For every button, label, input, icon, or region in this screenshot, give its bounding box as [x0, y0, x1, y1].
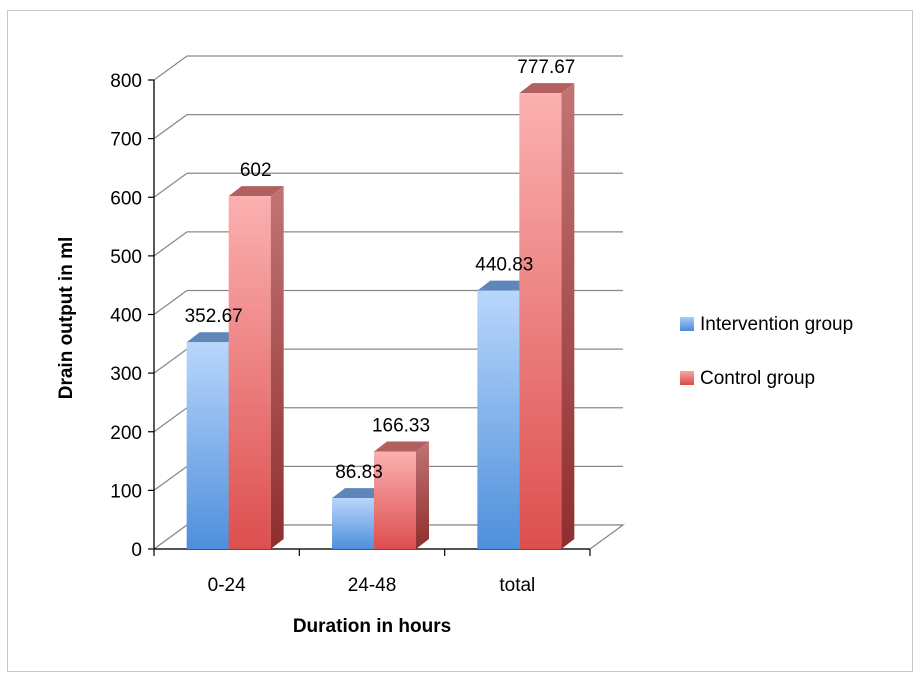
- bars: [186, 83, 575, 549]
- y-axis-title: Drain output in ml: [56, 237, 77, 400]
- bar-top-intervention: [186, 332, 242, 343]
- legend-label-control: Control group: [700, 368, 815, 389]
- bar-intervention: [477, 290, 520, 549]
- bar-side-control: [270, 186, 284, 549]
- y-tick-label: 700: [110, 130, 142, 151]
- y-tick-label: 200: [110, 423, 142, 444]
- y-tick-label: 0: [131, 540, 142, 561]
- bar-intervention: [332, 498, 374, 549]
- bar-top-control: [228, 186, 284, 197]
- y-tick-label: 100: [110, 481, 142, 502]
- bar-top-intervention: [332, 488, 387, 499]
- bar-top-control: [374, 441, 429, 452]
- legend-swatch-control: [680, 371, 694, 385]
- data-label-control: 777.67: [517, 57, 575, 78]
- data-label-intervention: 352.67: [185, 306, 243, 327]
- y-tick-label: 300: [110, 364, 142, 385]
- bar-control: [228, 196, 271, 549]
- x-tick-label: 24-48: [348, 575, 397, 596]
- gridline-depth: [153, 289, 188, 316]
- bar-control: [519, 93, 562, 549]
- y-tick-label: 800: [110, 71, 142, 92]
- data-label-control: 602: [240, 160, 272, 181]
- bar-intervention: [186, 342, 229, 549]
- chart-area: [7, 10, 913, 672]
- gridline-depth: [153, 231, 188, 257]
- y-tick-label: 400: [110, 306, 142, 327]
- x-axis-title: Duration in hours: [293, 616, 451, 637]
- bar-control: [374, 451, 416, 549]
- bar-side-control: [561, 83, 575, 549]
- legend-label-intervention: Intervention group: [700, 314, 853, 335]
- legend-swatch-intervention: [680, 317, 694, 331]
- gridline-depth: [153, 114, 188, 140]
- bar-side-control: [416, 441, 429, 549]
- data-labels: 352.67 602 86.83 166.33 440.83 777.67: [185, 57, 576, 483]
- gridline-depth: [153, 407, 188, 433]
- data-label-control: 166.33: [372, 415, 430, 436]
- bar-top-intervention: [477, 280, 533, 291]
- bar-top-control: [519, 83, 575, 94]
- data-label-intervention: 86.83: [335, 462, 383, 483]
- legend: Intervention group Control group: [680, 314, 853, 389]
- gridline-depth: [153, 172, 188, 198]
- y-tick-label: 600: [110, 188, 142, 209]
- gridline-depth: [153, 348, 188, 374]
- data-label-intervention: 440.83: [475, 255, 533, 276]
- x-tick-label: total: [499, 575, 535, 596]
- gridline-depth: [153, 465, 188, 491]
- x-tick-label: 0-24: [208, 575, 246, 596]
- gridline-depth: [153, 55, 188, 81]
- y-tick-label: 500: [110, 247, 142, 268]
